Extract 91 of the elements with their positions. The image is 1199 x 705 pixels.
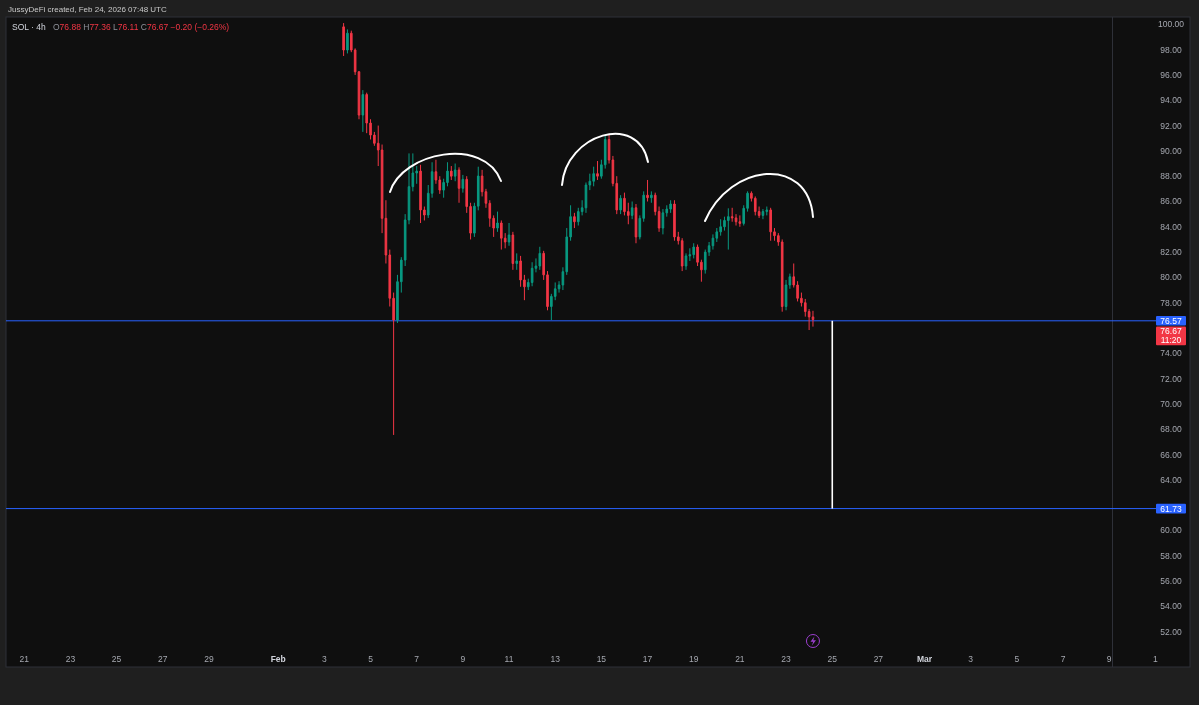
candlestick: [692, 242, 696, 259]
candlestick: [769, 207, 772, 242]
x-tick-label: 23: [781, 654, 792, 664]
candlestick: [538, 246, 542, 271]
text: O76.88 H77.36 L76.11 C76.67 −0.20 (−0.26%): [52, 22, 230, 32]
candlestick: [727, 207, 730, 251]
y-tick-label: 100.00: [1158, 19, 1185, 30]
text: JussyDeFi created, Feb 24, 2026 07:48 UTC: [8, 4, 167, 14]
y-tick-label: 98.00: [1160, 44, 1182, 55]
x-tick-label: 21: [19, 654, 30, 664]
y-tick-label: 72.00: [1160, 373, 1182, 384]
candlestick: [730, 207, 734, 223]
candlestick: [811, 310, 815, 328]
x-tick-label: 1: [1153, 654, 1159, 664]
x-tick-label: 9: [1106, 654, 1112, 664]
annotation: 11:20: [1160, 335, 1182, 346]
candlestick: [573, 212, 576, 229]
y-tick-label: 56.00: [1160, 576, 1182, 587]
x-tick-label: 15: [596, 654, 607, 664]
candlestick: [669, 199, 672, 214]
candlestick: [450, 165, 453, 181]
x-tick-label: 21: [735, 654, 745, 664]
candlestick: [419, 164, 422, 224]
candlestick: [507, 222, 511, 247]
y-tick-label: 92.00: [1160, 120, 1182, 131]
x-tick-label: Mar: [916, 654, 933, 664]
x-tick-label: 19: [688, 654, 699, 664]
x-tick-label: 25: [111, 654, 122, 664]
x-tick-label: 23: [65, 654, 76, 664]
candlestick: [361, 89, 365, 133]
candlestick: [592, 166, 595, 187]
candlestick: [630, 200, 634, 220]
y-tick-label: 88.00: [1160, 171, 1182, 182]
y-tick-label: 64.00: [1160, 474, 1182, 485]
x-tick-label: 13: [550, 654, 561, 664]
ref-line-label: 76.57: [1160, 315, 1182, 326]
y-tick-label: 60.00: [1160, 525, 1182, 536]
x-tick-label: 27: [158, 654, 168, 664]
candlestick: [661, 208, 665, 235]
annotation: 76.67: [1160, 326, 1182, 337]
x-tick-label: 27: [873, 654, 884, 664]
y-tick-label: 66.00: [1160, 449, 1182, 460]
y-tick-label: 80.00: [1160, 272, 1182, 283]
y-tick-label: 52.00: [1160, 626, 1182, 637]
x-tick-label: 29: [204, 654, 214, 664]
y-tick-label: 82.00: [1160, 247, 1182, 258]
candlestick: [342, 22, 345, 57]
x-tick-label: 3: [322, 654, 327, 664]
x-tick-label: Feb: [270, 654, 286, 664]
y-tick-label: 96.00: [1160, 69, 1182, 80]
y-tick-label: 94.00: [1160, 95, 1182, 106]
candlestick: [684, 252, 688, 271]
candlestick: [650, 190, 653, 204]
candlestick: [453, 163, 457, 182]
x-tick-label: 11: [504, 654, 514, 664]
y-tick-label: 90.00: [1160, 145, 1182, 156]
y-tick-label: 54.00: [1160, 601, 1182, 612]
x-tick-label: 5: [368, 654, 374, 664]
candlestick: [761, 208, 765, 220]
ref-line-label: 61.73: [1160, 503, 1182, 514]
candlestick: [457, 166, 461, 204]
candlestick: [619, 194, 622, 215]
candlestick: [530, 261, 534, 287]
y-tick-label: 74.00: [1160, 348, 1182, 359]
y-tick-label: 86.00: [1160, 196, 1182, 207]
x-tick-label: 3: [968, 654, 974, 664]
y-tick-label: 68.00: [1160, 424, 1182, 435]
candlestick: [515, 252, 519, 271]
text: SOL · 4h: [12, 22, 46, 32]
x-tick-label: 17: [642, 654, 653, 664]
candlestick: [461, 174, 465, 194]
y-tick-label: 78.00: [1160, 297, 1182, 308]
y-tick-label: 70.00: [1160, 398, 1182, 409]
x-tick-label: 25: [827, 654, 838, 664]
candlestick: [673, 199, 676, 242]
candlestick: [500, 219, 503, 251]
x-tick-label: 7: [414, 654, 420, 664]
candlestick: [511, 231, 515, 271]
x-tick-label: 7: [1060, 654, 1066, 664]
candlestick: [634, 203, 638, 244]
candlestick: [346, 28, 349, 54]
y-tick-label: 84.00: [1160, 221, 1182, 232]
y-tick-label: 58.00: [1160, 550, 1182, 561]
candlestick: [596, 160, 599, 181]
candlestick: [646, 179, 649, 202]
x-tick-label: 5: [1014, 654, 1020, 664]
x-tick-label: 9: [460, 654, 466, 664]
candlestick: [738, 214, 742, 228]
candlestick: [753, 195, 757, 216]
candlestick: [496, 211, 499, 233]
candlestick: [765, 206, 769, 216]
